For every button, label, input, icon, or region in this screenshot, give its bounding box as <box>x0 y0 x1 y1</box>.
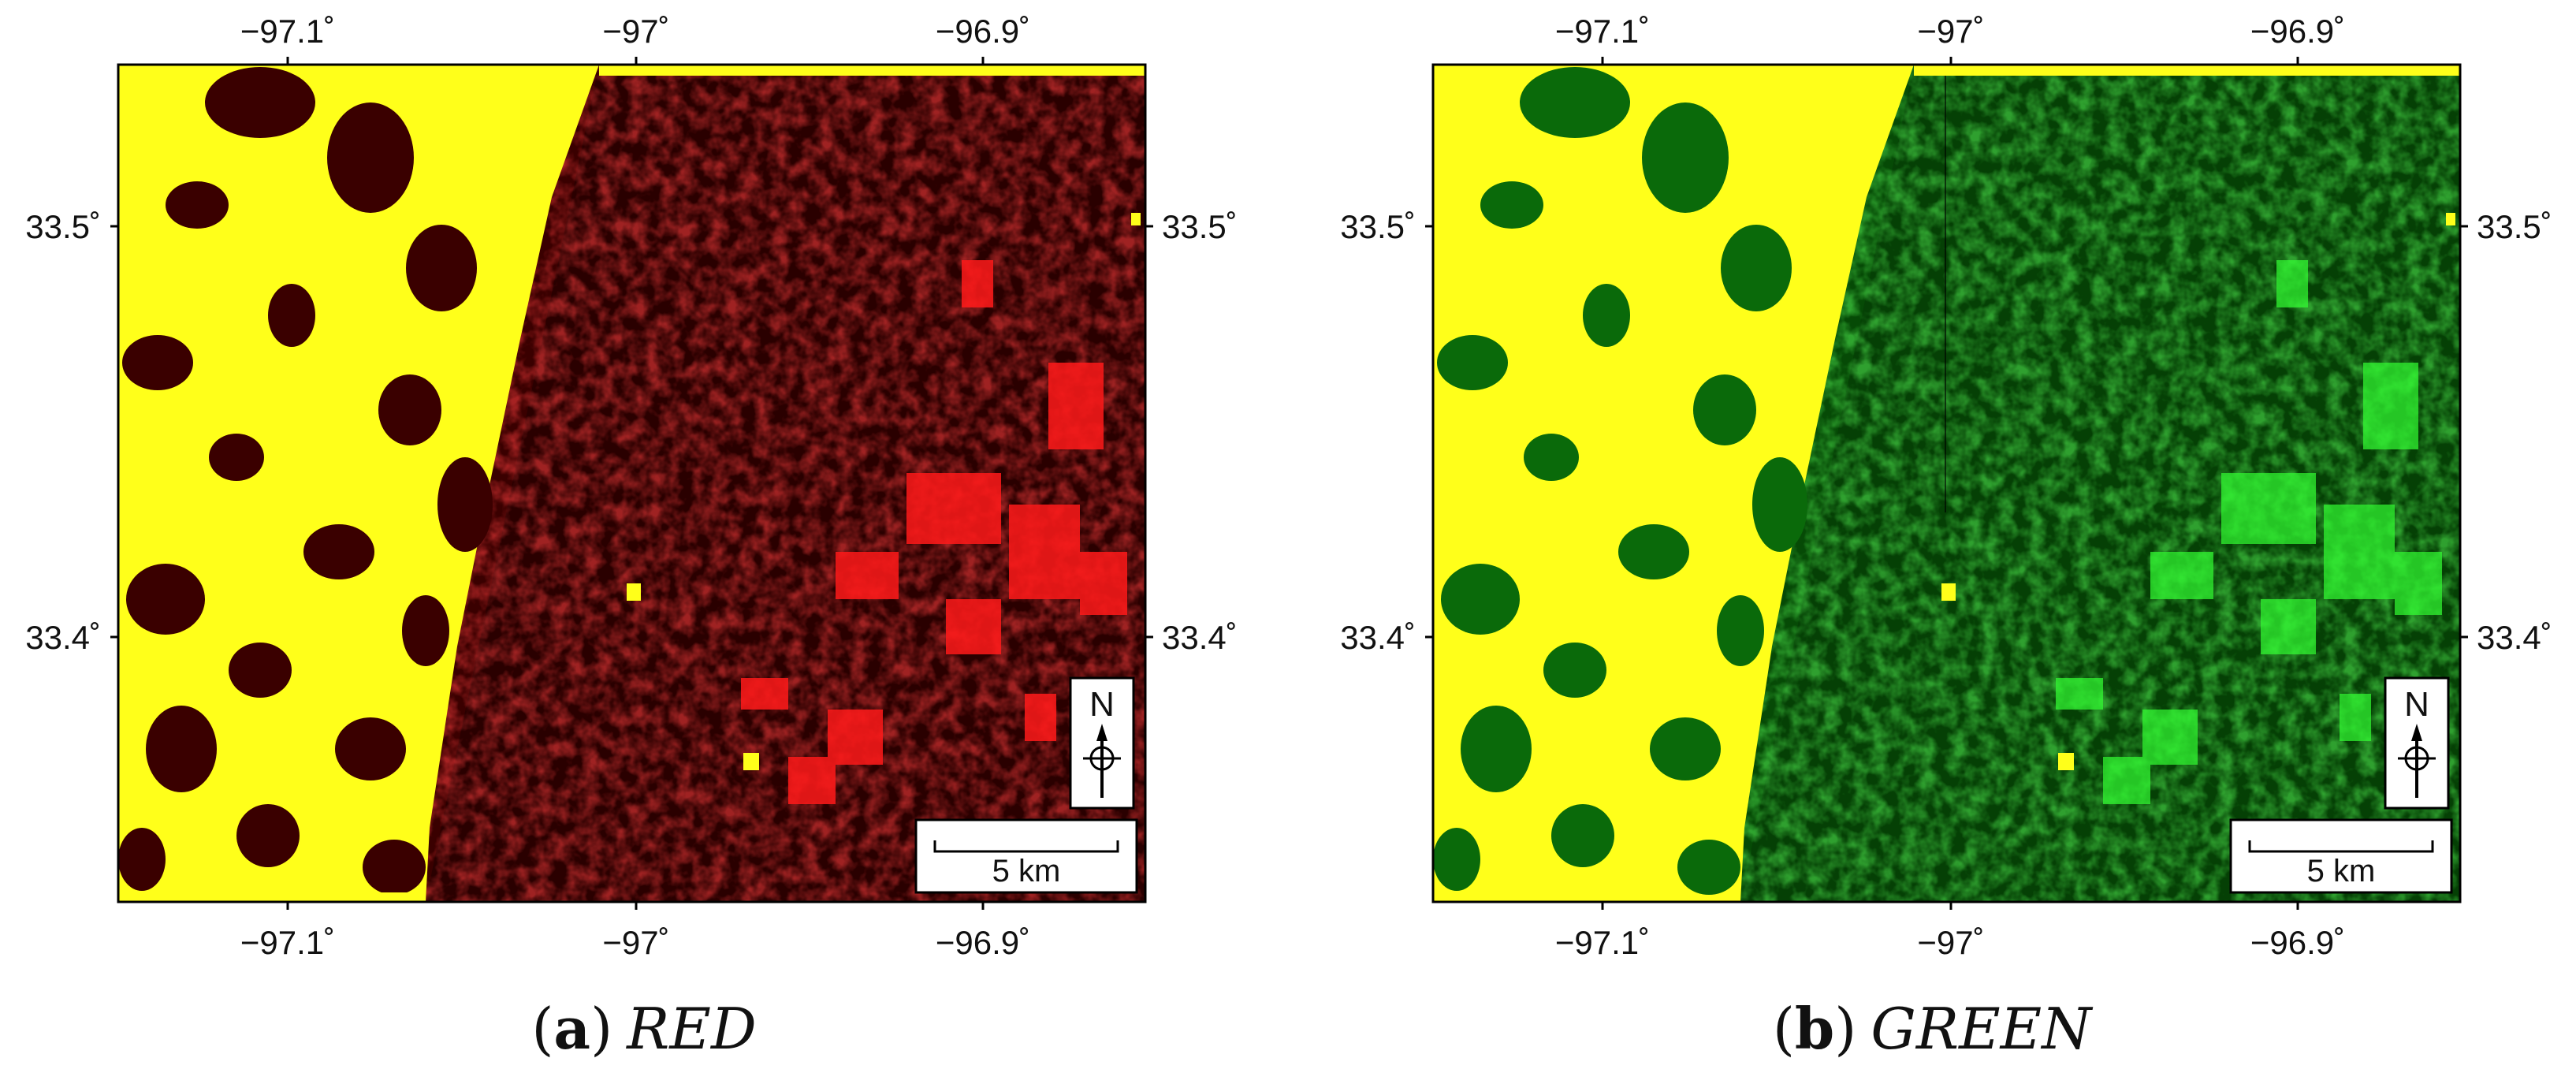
x-tick-top-0: −97.1˚ <box>1555 13 1650 50</box>
north-label: N <box>1089 685 1115 724</box>
scale-bar: 5 km <box>914 818 1138 894</box>
bright-fields <box>2056 260 2442 804</box>
compass-crosshair-icon <box>2398 746 2436 771</box>
scale-bar: 5 km <box>2229 818 2453 894</box>
y-tick-left-0: 33.5˚ <box>25 208 101 245</box>
bright-fields <box>741 260 1127 804</box>
x-tick-bottom-0: −97.1˚ <box>1555 924 1650 961</box>
y-tick-right-0: 33.5˚ <box>1162 208 1238 245</box>
bottom-edge-strip <box>118 892 426 902</box>
y-tick-left-0: 33.5˚ <box>1340 208 1416 245</box>
caption-letter: a <box>553 995 591 1062</box>
map-green: −97.1˚ −97˚ −96.9˚ −97.1˚ −97˚ −96.9˚ 33… <box>1340 13 2552 961</box>
y-tick-marks <box>1425 225 2468 639</box>
y-tick-marks <box>110 225 1153 639</box>
cloud-mask <box>118 65 599 902</box>
x-tick-marks <box>1601 57 2299 910</box>
cloud-gaps <box>1433 67 1807 895</box>
cloud-gaps <box>118 67 493 895</box>
caption-red: (a) RED <box>531 995 757 1062</box>
x-tick-marks <box>286 57 985 910</box>
x-tick-top-1: −97˚ <box>1917 13 1984 50</box>
x-tick-bottom-2: −96.9˚ <box>936 924 1030 961</box>
caption-green: (b) GREEN <box>1772 995 2092 1062</box>
y-tick-right-1: 33.4˚ <box>1162 619 1238 656</box>
x-tick-bottom-0: −97.1˚ <box>240 924 335 961</box>
isolated-clouds <box>627 213 1141 770</box>
north-arrow-icon: N <box>2384 676 2450 810</box>
panel-green: −97.1˚ −97˚ −96.9˚ −97.1˚ −97˚ −96.9˚ 33… <box>1288 0 2576 1084</box>
caption-name: RED <box>627 996 757 1062</box>
top-edge-strip <box>599 65 1145 76</box>
compass-crosshair-icon <box>1083 746 1121 771</box>
scale-bar-label: 5 km <box>992 854 1061 888</box>
x-tick-bottom-1: −97˚ <box>602 924 669 961</box>
map-frame <box>1431 63 2462 903</box>
caption-letter: b <box>1794 995 1835 1062</box>
north-arrow-icon: N <box>1069 676 1135 810</box>
map-red: −97.1˚ −97˚ −96.9˚ −97.1˚ −97˚ −96.9˚ 33… <box>25 13 1238 961</box>
caption-name: GREEN <box>1871 996 2092 1062</box>
panel-red: −97.1˚ −97˚ −96.9˚ −97.1˚ −97˚ −96.9˚ 33… <box>25 13 1238 1062</box>
x-tick-top-2: −96.9˚ <box>936 13 1030 50</box>
isolated-clouds <box>1941 213 2455 770</box>
y-tick-right-0: 33.5˚ <box>2477 208 2552 245</box>
cloud-mask <box>1433 65 1914 902</box>
y-tick-left-1: 33.4˚ <box>1340 619 1416 656</box>
x-tick-bottom-2: −96.9˚ <box>2250 924 2345 961</box>
x-tick-top-2: −96.9˚ <box>2250 13 2345 50</box>
scale-bar-label: 5 km <box>2307 854 2376 888</box>
map-frame <box>117 63 1147 903</box>
x-tick-bottom-1: −97˚ <box>1917 924 1984 961</box>
top-edge-strip <box>1914 65 2460 76</box>
x-tick-top-1: −97˚ <box>602 13 669 50</box>
x-tick-top-0: −97.1˚ <box>240 13 335 50</box>
north-label: N <box>2404 685 2429 724</box>
y-tick-right-1: 33.4˚ <box>2477 619 2552 656</box>
y-tick-left-1: 33.4˚ <box>25 619 101 656</box>
